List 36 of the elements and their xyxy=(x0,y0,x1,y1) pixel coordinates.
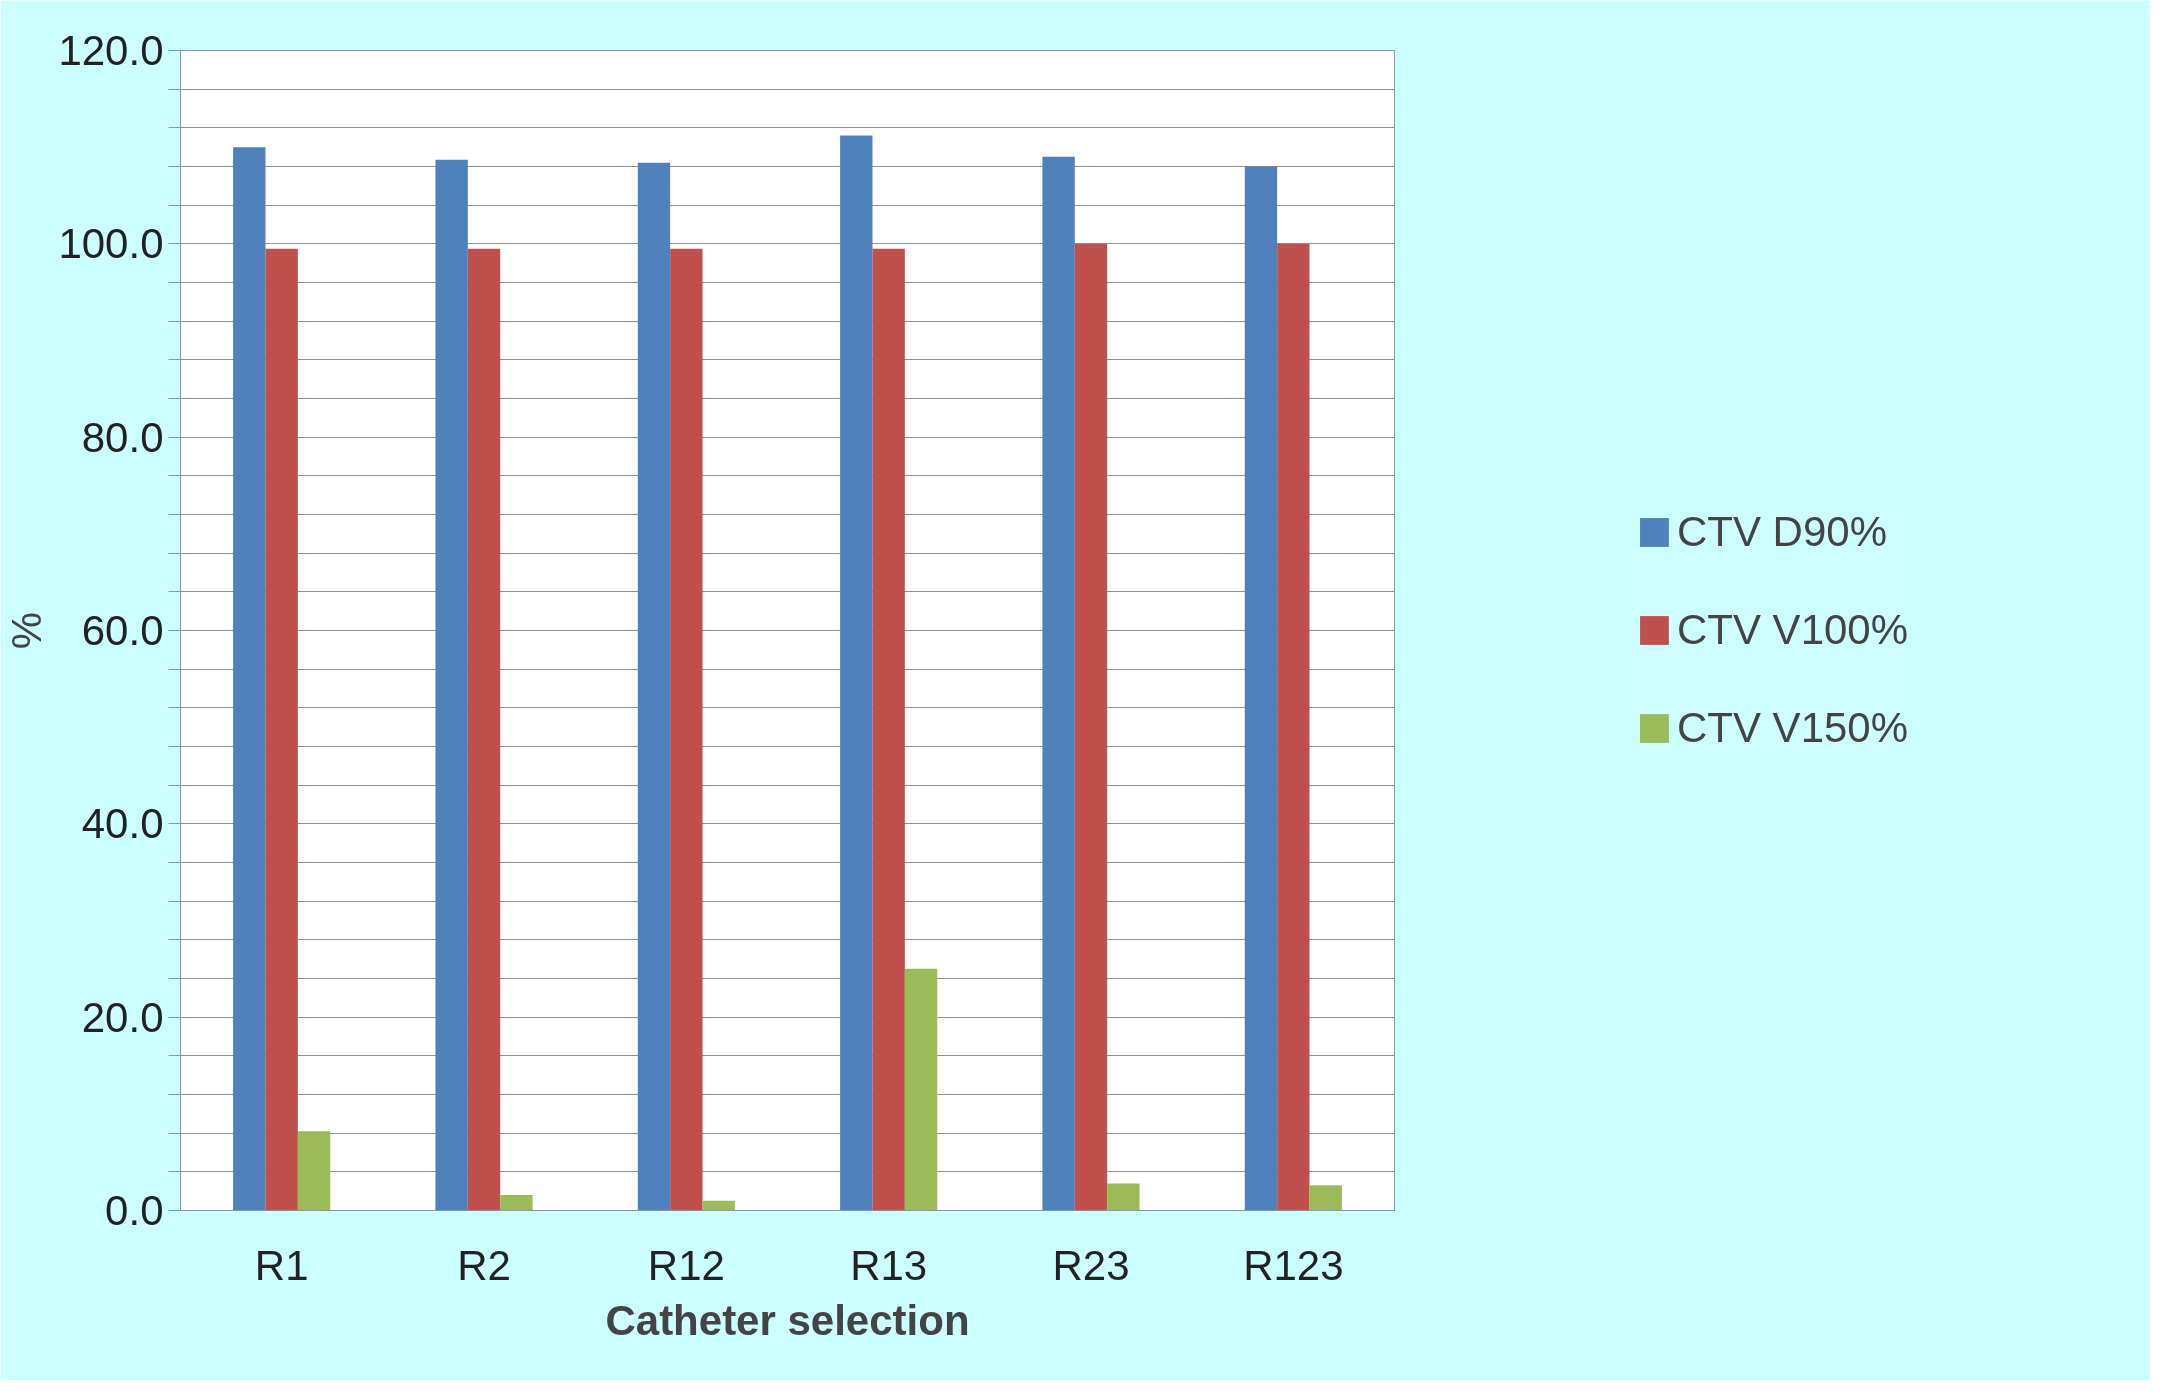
bar xyxy=(1042,156,1075,1211)
x-tick-label: R23 xyxy=(1052,1241,1130,1289)
bar xyxy=(233,147,266,1211)
bar xyxy=(265,248,298,1211)
y-tick-label: 40.0 xyxy=(81,800,164,848)
y-tick-label: 20.0 xyxy=(81,993,164,1041)
legend-label: CTV V100% xyxy=(1676,606,1909,654)
x-tick-label: R123 xyxy=(1243,1241,1344,1289)
bar xyxy=(702,1200,735,1211)
bar xyxy=(1107,1183,1140,1211)
y-tick-label: 120.0 xyxy=(58,27,164,74)
bar xyxy=(840,135,873,1211)
y-tick-label: 0.0 xyxy=(105,1187,164,1234)
x-tick-label: R13 xyxy=(850,1241,928,1289)
y-axis-title: % xyxy=(3,611,51,650)
bar xyxy=(1074,243,1108,1211)
bar xyxy=(904,968,938,1211)
bar xyxy=(435,159,468,1211)
y-tick-label: 80.0 xyxy=(81,413,164,461)
bar xyxy=(637,162,671,1211)
legend-label: CTV D90% xyxy=(1676,508,1888,556)
y-tick-label: 60.0 xyxy=(81,607,164,654)
x-axis-title: Catheter selection xyxy=(605,1296,970,1344)
bar xyxy=(297,1131,331,1211)
y-tick-label: 100.0 xyxy=(58,220,164,268)
x-tick-label: R2 xyxy=(457,1241,511,1289)
x-tick-label: R12 xyxy=(647,1241,725,1289)
bar xyxy=(1277,243,1310,1211)
legend-label: CTV V150% xyxy=(1676,704,1909,752)
x-tick-label: R1 xyxy=(254,1241,309,1289)
bar xyxy=(500,1195,533,1211)
bar xyxy=(872,248,905,1211)
bar xyxy=(670,248,703,1211)
bar xyxy=(1309,1185,1342,1211)
bar xyxy=(467,248,501,1211)
bar xyxy=(1244,166,1278,1211)
